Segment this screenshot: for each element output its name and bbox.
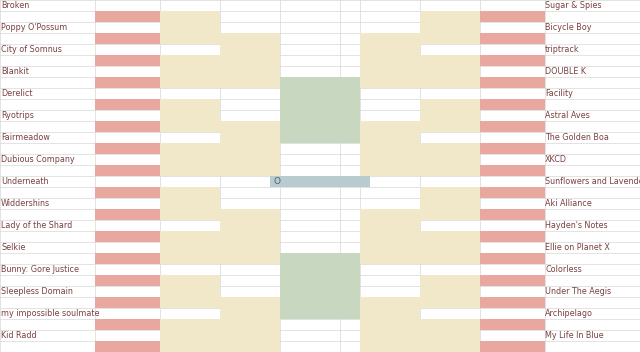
Text: The Golden Boa: The Golden Boa	[545, 133, 609, 142]
Bar	[95, 99, 160, 110]
Text: Derelict: Derelict	[1, 89, 33, 98]
Bar	[95, 231, 160, 242]
Text: Fairmeadow: Fairmeadow	[1, 133, 50, 142]
Bar	[160, 11, 220, 44]
Bar	[480, 297, 545, 308]
Bar	[95, 143, 160, 154]
Bar	[95, 341, 160, 352]
Text: Lady of the Shard: Lady of the Shard	[1, 221, 72, 230]
Text: Blankit: Blankit	[1, 67, 29, 76]
Bar	[160, 231, 220, 264]
Text: Bicycle Boy: Bicycle Boy	[545, 23, 591, 32]
Text: XKCD: XKCD	[545, 155, 567, 164]
Text: City of Somnus: City of Somnus	[1, 45, 62, 54]
Bar	[270, 176, 370, 187]
Bar	[480, 55, 545, 66]
Bar	[480, 165, 545, 176]
Text: Ryotrips: Ryotrips	[1, 111, 34, 120]
Text: Broken: Broken	[1, 1, 29, 10]
Bar	[95, 319, 160, 330]
Text: Sunflowers and Lavender: Sunflowers and Lavender	[545, 177, 640, 186]
Bar	[420, 99, 480, 132]
Text: Bunny: Gore Justice: Bunny: Gore Justice	[1, 265, 79, 274]
Bar	[420, 143, 480, 176]
Text: Kid Radd: Kid Radd	[1, 331, 36, 340]
Bar	[220, 33, 280, 88]
Bar	[160, 55, 220, 88]
Bar	[160, 143, 220, 176]
Text: Dubious Company: Dubious Company	[1, 155, 75, 164]
Bar	[480, 187, 545, 198]
Bar	[420, 187, 480, 220]
Bar	[480, 253, 545, 264]
Bar	[480, 99, 545, 110]
Text: Sleepless Domain: Sleepless Domain	[1, 287, 73, 296]
Bar	[160, 319, 220, 352]
Text: Under The Aegis: Under The Aegis	[545, 287, 611, 296]
Bar	[480, 275, 545, 286]
Bar	[160, 275, 220, 308]
Bar	[480, 77, 545, 88]
Bar	[420, 275, 480, 308]
Bar	[95, 297, 160, 308]
Text: my impossible soulmate: my impossible soulmate	[1, 309, 99, 318]
Text: Hayden's Notes: Hayden's Notes	[545, 221, 607, 230]
Bar	[360, 121, 420, 176]
Bar	[420, 11, 480, 44]
Text: DOUBLE K: DOUBLE K	[545, 67, 586, 76]
Bar	[220, 209, 280, 264]
Text: Sugar & Spies: Sugar & Spies	[545, 1, 602, 10]
Bar	[95, 165, 160, 176]
Text: Colorless: Colorless	[545, 265, 582, 274]
Text: Astral Aves: Astral Aves	[545, 111, 589, 120]
Bar	[95, 55, 160, 66]
Bar	[95, 77, 160, 88]
Bar	[300, 77, 360, 143]
Bar	[480, 121, 545, 132]
Text: triptrack: triptrack	[545, 45, 580, 54]
Bar	[420, 55, 480, 88]
Bar	[95, 253, 160, 264]
Bar	[480, 341, 545, 352]
Bar	[420, 319, 480, 352]
Bar	[360, 209, 420, 264]
Bar	[360, 33, 420, 88]
Bar	[160, 187, 220, 220]
Text: O: O	[273, 177, 280, 186]
Bar	[480, 11, 545, 22]
Bar	[160, 99, 220, 132]
Bar	[95, 209, 160, 220]
Bar	[220, 121, 280, 176]
Text: Archipelago: Archipelago	[545, 309, 593, 318]
Bar	[95, 275, 160, 286]
Bar	[360, 297, 420, 352]
Text: Poppy O'Possum: Poppy O'Possum	[1, 23, 67, 32]
Text: Aki Alliance: Aki Alliance	[545, 199, 592, 208]
Bar	[480, 231, 545, 242]
Text: My Life In Blue: My Life In Blue	[545, 331, 604, 340]
Bar	[95, 121, 160, 132]
Bar	[300, 253, 360, 319]
Text: Underneath: Underneath	[1, 177, 49, 186]
Bar	[420, 231, 480, 264]
Bar	[480, 143, 545, 154]
Bar	[280, 253, 340, 319]
Text: Widdershins: Widdershins	[1, 199, 50, 208]
Bar	[480, 33, 545, 44]
Text: Selkie: Selkie	[1, 243, 26, 252]
Bar	[95, 187, 160, 198]
Bar	[480, 209, 545, 220]
Text: Ellie on Planet X: Ellie on Planet X	[545, 243, 610, 252]
Text: Facility: Facility	[545, 89, 573, 98]
Bar	[95, 11, 160, 22]
Bar	[280, 77, 340, 143]
Bar	[220, 297, 280, 352]
Bar	[480, 319, 545, 330]
Bar	[95, 33, 160, 44]
